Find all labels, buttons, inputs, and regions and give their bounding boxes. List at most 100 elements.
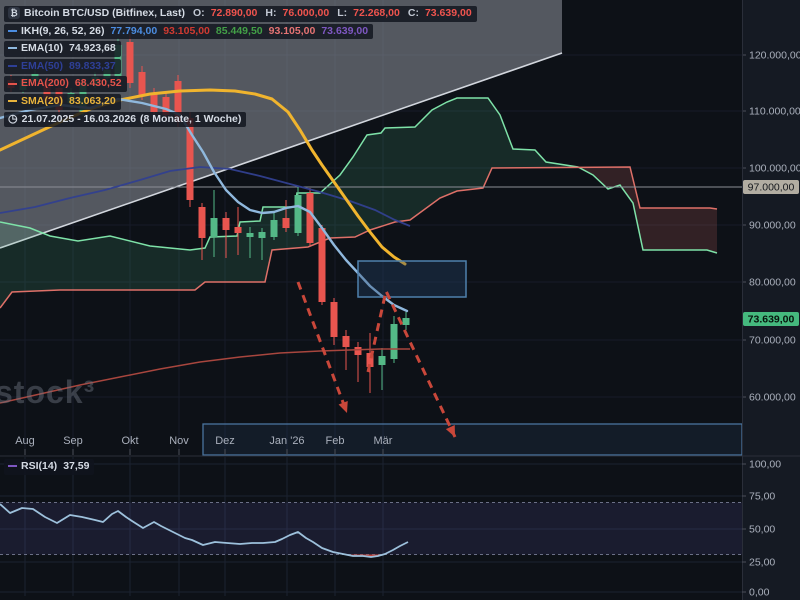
price-tick-label: 70.000,00 <box>749 335 796 347</box>
ikh-chikou: 73.639,00 <box>321 24 369 37</box>
candle <box>282 200 290 232</box>
ema50-value: 89.833,37 <box>69 59 116 72</box>
rsi-tick-label: 25,00 <box>749 557 775 569</box>
month-label: Jan '26 <box>269 435 304 447</box>
ikh-kijun: 93.105,00 <box>163 24 210 37</box>
rsi-tick-label: 0,00 <box>749 587 770 599</box>
kumo-bearish <box>578 167 717 253</box>
line-marker-icon <box>8 100 17 103</box>
ikh-title: IKH(9, 26, 52, 26) <box>21 24 105 37</box>
rsi-tick-label: 75,00 <box>749 491 775 503</box>
candle <box>390 316 398 363</box>
month-label: Sep <box>63 435 83 447</box>
candle <box>234 207 242 255</box>
candle <box>378 348 386 390</box>
line-marker-icon <box>8 65 17 68</box>
candle <box>270 212 278 240</box>
close-value: 73.639,00 <box>424 7 472 19</box>
price-tick-label: 60.000,00 <box>749 392 796 404</box>
price-axis-gutter[interactable] <box>743 0 800 600</box>
low-value: 72.268,00 <box>353 7 400 19</box>
ema50-line <box>0 166 411 227</box>
candle <box>294 187 302 236</box>
last-price-chip <box>743 312 799 326</box>
clock-icon: ◷ <box>8 112 18 125</box>
legend: ₿ Bitcoin BTC/USD (Bitfinex, Last) O: 72… <box>4 6 477 129</box>
ema200-line <box>0 348 410 404</box>
ema10-line <box>0 97 409 313</box>
month-label: Mär <box>374 435 393 447</box>
legend-row-rsi[interactable]: RSI(14) 37,59 <box>4 459 95 475</box>
candle <box>222 212 230 258</box>
candle <box>198 203 206 260</box>
legend-row-ichimoku[interactable]: IKH(9, 26, 52, 26) 77.794,00 93.105,00 8… <box>4 23 374 40</box>
ema10-value: 74.923,68 <box>69 42 116 55</box>
line-marker-icon <box>8 29 17 32</box>
legend-row-sma20[interactable]: SMA(20) 83.063,20 <box>4 93 121 110</box>
candle <box>330 298 338 345</box>
hline-price-chip <box>743 180 799 194</box>
line-marker-icon <box>8 465 17 468</box>
date-range-detail: (8 Monate, 1 Woche) <box>140 112 242 125</box>
open-label: O: <box>193 7 205 19</box>
candle <box>258 228 266 260</box>
trendline[interactable] <box>0 52 563 249</box>
symbol-title: Bitcoin BTC/USD (Bitfinex, Last) <box>24 7 186 19</box>
watermark: stock³ <box>0 374 96 410</box>
gray-channel-zone[interactable] <box>0 0 562 248</box>
ikh-senkou-a: 85.449,50 <box>215 24 263 37</box>
low-label: L: <box>337 7 348 19</box>
month-label: Aug <box>15 435 35 447</box>
sma20-title: SMA(20) <box>21 94 64 107</box>
date-range-text: 21.07.2025 - 16.03.2026 <box>21 112 137 125</box>
legend-row-symbol[interactable]: ₿ Bitcoin BTC/USD (Bitfinex, Last) O: 72… <box>4 6 477 22</box>
candle <box>354 342 362 382</box>
rsi-value: 37,59 <box>63 460 90 472</box>
candle <box>126 34 134 88</box>
ikh-senkou-b: 93.105,00 <box>268 24 316 37</box>
high-value: 76.000,00 <box>282 7 330 19</box>
month-label: Okt <box>121 435 138 447</box>
candle <box>186 112 194 207</box>
rsi-panel[interactable]: 100,00 75,00 50,00 25,00 0,00 <box>0 459 781 599</box>
legend-row-ema200[interactable]: EMA(200) 68.430,52 <box>4 76 127 92</box>
dashed-arrow-drawing[interactable] <box>366 286 457 438</box>
ema50-title: EMA(50) <box>21 59 64 72</box>
ikh-tenkan: 77.794,00 <box>110 24 158 37</box>
senkou-a-line <box>0 97 718 254</box>
btc-logo-icon: ₿ <box>8 7 20 20</box>
ema10-title: EMA(10) <box>21 42 64 55</box>
legend-row-ema50[interactable]: EMA(50) 89.833,37 <box>4 58 121 75</box>
month-label: Dez <box>215 435 235 447</box>
svg-text:73.639,00: 73.639,00 <box>748 314 795 326</box>
close-label: C: <box>407 7 419 19</box>
price-tick-label: 80.000,00 <box>749 277 796 289</box>
time-range-box-drawing[interactable] <box>202 423 743 456</box>
legend-row-date-range[interactable]: ◷ 21.07.2025 - 16.03.2026 (8 Monate, 1 W… <box>4 111 247 128</box>
month-label: Feb <box>326 435 345 447</box>
price-tick-label: 90.000,00 <box>749 220 796 232</box>
candle <box>210 190 218 257</box>
candle <box>306 188 314 246</box>
legend-row-ema10[interactable]: EMA(10) 74.923,68 <box>4 41 121 57</box>
ema200-title: EMA(200) <box>21 77 69 90</box>
high-label: H: <box>265 7 277 19</box>
month-label: Nov <box>169 435 189 447</box>
rsi-legend: RSI(14) 37,59 <box>4 459 95 477</box>
rsi-line <box>0 503 409 558</box>
candle <box>366 333 374 393</box>
price-axis[interactable]: 120.000,00 110.000,00 100.000,00 90.000,00 8… <box>742 50 800 404</box>
rsi-title: RSI(14) <box>21 460 58 472</box>
rsi-tick-label: 50,00 <box>749 524 775 536</box>
time-axis[interactable]: Aug Sep Okt Nov Dez Jan '26 Feb Mär <box>15 435 393 455</box>
kumo-bullish <box>0 98 578 308</box>
svg-text:97.000,00: 97.000,00 <box>748 182 795 194</box>
rsi-tick-label: 100,00 <box>749 459 781 471</box>
projection-box-drawing[interactable] <box>357 260 467 298</box>
dashed-arrow-drawing[interactable] <box>296 281 349 414</box>
candle <box>402 312 410 330</box>
price-tick-label: 110.000,00 <box>749 106 800 118</box>
